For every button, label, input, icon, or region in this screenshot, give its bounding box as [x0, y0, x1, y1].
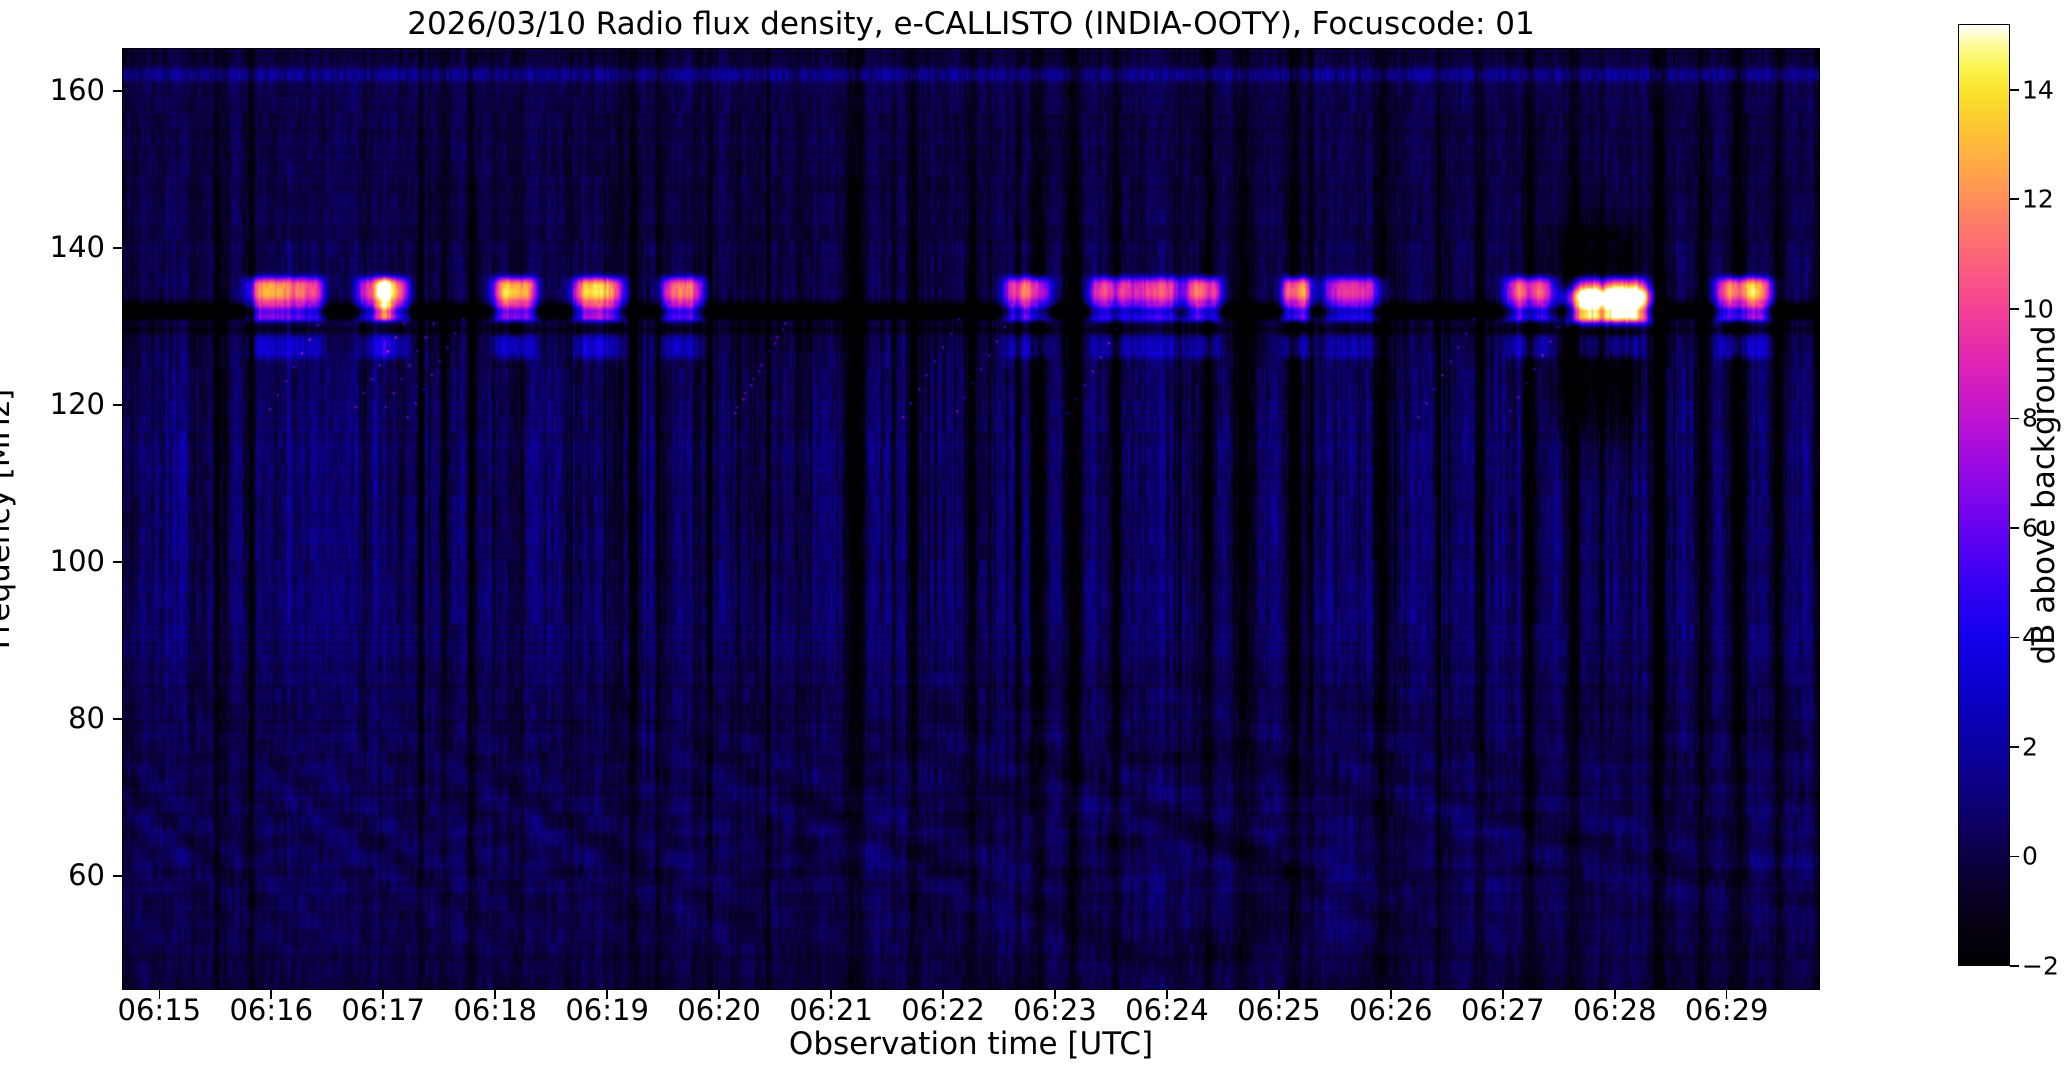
x-tick-label: 06:25	[1237, 993, 1321, 1027]
y-tick-label: 100	[49, 544, 105, 579]
y-tick-label: 120	[49, 387, 105, 422]
x-tick-label: 06:16	[229, 993, 314, 1027]
x-tick-mark	[1725, 990, 1728, 999]
x-tick-mark	[1390, 990, 1392, 999]
x-tick-label: 06:17	[341, 993, 426, 1027]
y-tick-label: 140	[49, 230, 105, 265]
colorbar-tick-mark	[2010, 417, 2019, 420]
x-tick-label: 06:19	[565, 993, 649, 1027]
x-tick-mark	[718, 990, 720, 999]
x-tick-mark	[1278, 990, 1280, 999]
x-tick-label: 06:22	[901, 993, 985, 1027]
colorbar-tick-mark	[2010, 746, 2019, 748]
colorbar-tick-label: 8	[2022, 403, 2038, 433]
colorbar-label: dB above background	[2026, 325, 2062, 665]
x-tick-label: 06:27	[1460, 993, 1545, 1027]
colorbar-tick-label: 0	[2022, 841, 2038, 871]
colorbar-tick-mark	[2010, 88, 2019, 91]
x-tick-mark	[942, 990, 944, 999]
x-tick-label: 06:18	[453, 993, 537, 1027]
colorbar-tick-mark	[2010, 636, 2019, 639]
y-axis-label: Frequency [MHz]	[0, 388, 17, 650]
x-tick-label: 06:21	[789, 993, 873, 1027]
colorbar-tick-mark	[2010, 307, 2019, 310]
y-tick-mark	[113, 404, 122, 406]
y-tick-mark	[113, 875, 122, 877]
y-tick-label: 60	[68, 858, 105, 893]
colorbar-tick-label: 2	[2022, 732, 2038, 762]
y-tick-mark	[113, 718, 122, 720]
x-tick-mark	[830, 990, 832, 999]
x-tick-label: 06:24	[1125, 993, 1209, 1027]
x-tick-mark	[1166, 990, 1168, 999]
colorbar-tick-label: −2	[2022, 951, 2059, 981]
y-tick-label: 80	[68, 701, 105, 736]
colorbar-tick-mark	[2010, 527, 2019, 529]
spectrogram-plot-area	[122, 48, 1820, 990]
x-tick-mark	[1613, 990, 1616, 999]
x-tick-label: 06:26	[1349, 993, 1433, 1027]
x-tick-label: 06:23	[1013, 993, 1097, 1027]
colorbar-tick-label: 4	[2022, 622, 2038, 652]
colorbar-tick-label: 14	[2022, 75, 2054, 105]
x-tick-mark	[158, 990, 161, 999]
x-axis-label: Observation time [UTC]	[788, 1026, 1154, 1062]
page-title: 2026/03/10 Radio flux density, e-CALLIST…	[407, 6, 1535, 42]
x-tick-label: 06:15	[117, 993, 202, 1027]
y-tick-label: 160	[49, 73, 105, 108]
colorbar-tick-label: 6	[2022, 513, 2038, 543]
y-tick-mark	[113, 561, 122, 563]
x-tick-label: 06:29	[1684, 993, 1769, 1027]
colorbar: −2 0 2 4 6 8 10 12 14	[1958, 24, 2059, 979]
x-tick-label: 06:28	[1572, 993, 1657, 1027]
spectrogram-image	[123, 49, 1819, 989]
y-tick-mark	[113, 90, 122, 92]
x-tick-label: 06:20	[677, 993, 761, 1027]
x-tick-mark	[494, 990, 496, 999]
colorbar-tick-mark	[2010, 198, 2019, 201]
x-tick-mark	[1501, 990, 1504, 999]
colorbar-tick-mark	[2010, 855, 2019, 858]
colorbar-tick-label: 10	[2022, 294, 2054, 324]
colorbar-tick-mark	[2010, 965, 2019, 967]
y-tick-mark	[113, 247, 122, 249]
x-tick-mark	[270, 990, 273, 999]
x-tick-mark	[382, 990, 385, 999]
x-tick-mark	[1054, 990, 1056, 999]
colorbar-gradient	[1958, 24, 2010, 966]
colorbar-tick-label: 12	[2022, 184, 2054, 214]
x-tick-mark	[606, 990, 608, 999]
